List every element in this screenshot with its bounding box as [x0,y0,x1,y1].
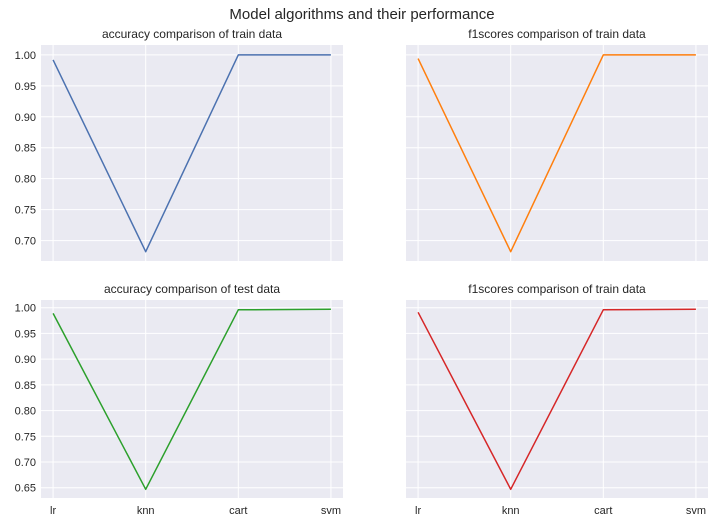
subplot-title: accuracy comparison of test data [104,282,280,296]
x-tick-label-knn: knn [137,505,155,517]
figure-title: Model algorithms and their performance [229,6,494,23]
y-tick-label: 0.95 [15,81,36,93]
subplot-4: lr knn cart svm f1scores comparison of train… [406,282,708,517]
y-tick-label: 1.00 [15,50,36,62]
y-tick-label: 0.80 [15,406,36,418]
y-tick-label: 0.85 [15,380,36,392]
subplot-title: accuracy comparison of train data [102,27,282,41]
series-line-1 [52,54,331,253]
subplot-3: 0.65 0.70 0.75 0.80 0.85 0.90 0.95 1.00 lr knn car… [15,282,343,517]
y-tick-label: 0.75 [15,205,36,217]
series-line-1 [417,308,696,491]
y-tick-label: 0.85 [15,143,36,155]
y-tick-label: 0.90 [15,112,36,124]
x-tick-label-svm: svm [686,505,706,517]
x-tick-label-lr: lr [415,505,421,517]
y-tick-label: 0.80 [15,174,36,186]
x-tick-label-lr: lr [50,505,56,517]
subplot-2: f1scores comparison of train data [406,27,708,261]
series-line-1 [417,54,696,253]
y-tick-label: 0.95 [15,328,36,340]
x-tick-label-cart: cart [594,505,612,517]
y-tick-label: 0.70 [15,457,36,469]
y-tick-label: 0.65 [15,483,36,495]
x-tick-label-knn: knn [502,505,520,517]
x-tick-label-cart: cart [229,505,247,517]
y-tick-label: 1.00 [15,303,36,315]
series-line-1 [52,308,331,491]
subplot-1: 0.70 0.75 0.80 0.85 0.90 0.95 1.00 accuracy com… [15,27,343,261]
y-tick-label: 0.75 [15,431,36,443]
subplot-title: f1scores comparison of train data [468,282,646,296]
x-tick-label-svm: svm [321,505,341,517]
y-tick-label: 0.90 [15,354,36,366]
subplots: 0.70 0.75 0.80 0.85 0.90 0.95 1.00 accuracy com… [15,27,708,517]
y-tick-label: 0.70 [15,236,36,248]
subplot-title: f1scores comparison of train data [468,27,646,41]
